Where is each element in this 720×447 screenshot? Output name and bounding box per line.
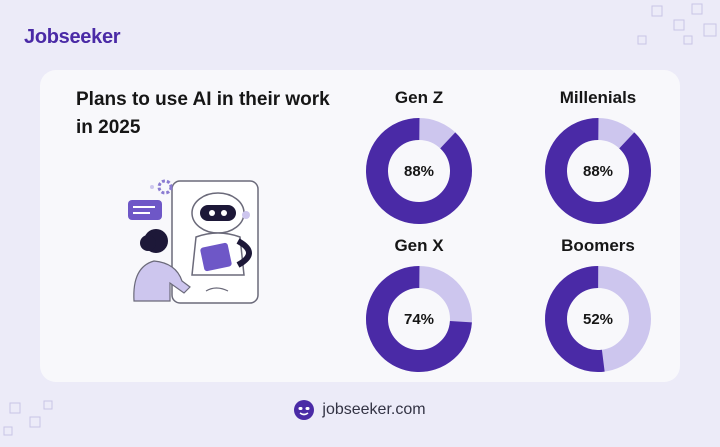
donut-value-slice: [366, 118, 472, 224]
series-label: Boomers: [561, 236, 635, 255]
donut-value-label: 88%: [404, 163, 434, 180]
corner-decoration-bottom-left: [3, 400, 53, 436]
jobseeker-logo-icon: [294, 400, 315, 420]
chat-bubble-icon: [128, 200, 162, 220]
donut-value-slice: [366, 266, 472, 372]
ai-assistant-illustration: [128, 179, 259, 304]
brand-logo[interactable]: Jobseeker: [24, 26, 121, 48]
donut-value-slice: [545, 266, 651, 372]
footer-url[interactable]: jobseeker.com: [322, 401, 426, 418]
donut-value-label: 52%: [583, 311, 613, 328]
series-label: Millenials: [559, 88, 637, 107]
donut-value-label: 74%: [404, 311, 434, 328]
infographic-card: Plans to use AI in their work in 2025 Ge…: [40, 70, 680, 382]
series-label: Gen Z: [394, 88, 444, 107]
donut-value-label: 88%: [583, 163, 613, 180]
donut-value-slice: [545, 118, 651, 224]
footer: jobseeker.com: [0, 400, 720, 425]
chart-title: Plans to use AI in their work in 2025: [76, 89, 330, 138]
gear-icon: [157, 179, 173, 195]
series-label: Gen X: [394, 236, 444, 255]
corner-decoration-top-right: [637, 3, 717, 45]
